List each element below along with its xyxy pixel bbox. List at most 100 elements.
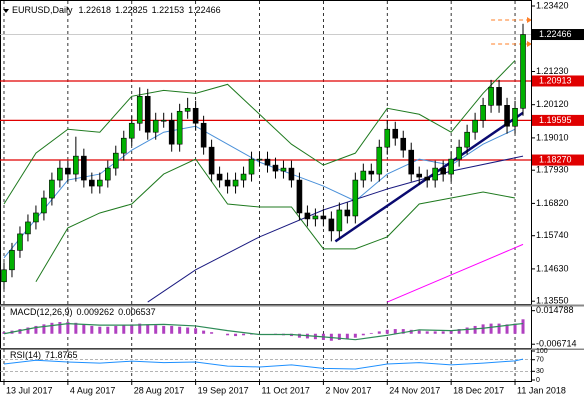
candle-body	[232, 179, 239, 187]
macd-bar	[34, 325, 38, 334]
header-value: 1.22825	[115, 5, 148, 15]
macd-bar	[226, 333, 230, 336]
y-tick-label: 1.15740	[536, 230, 569, 240]
y-tick-label: 100	[536, 348, 548, 355]
macd-bar	[202, 330, 206, 334]
candle-body	[440, 167, 446, 175]
candle-body	[65, 167, 71, 175]
y-tick-label: 1.14630	[536, 263, 569, 273]
candle-body	[160, 119, 167, 122]
candle-body	[49, 179, 55, 199]
candle-body	[320, 215, 327, 220]
candle-body	[296, 179, 303, 214]
candle-body	[368, 170, 375, 175]
macd-bar	[210, 332, 214, 334]
macd-bar	[58, 322, 62, 334]
candle-body	[336, 209, 343, 232]
candle-body	[272, 164, 279, 172]
y-tick-label: -0.006714	[536, 339, 577, 349]
last-price-label: 1.22466	[539, 29, 572, 39]
level-label-box	[532, 114, 584, 126]
menu-arrow	[3, 9, 9, 13]
indicator-header: MACD(12,26,9) 0.009262 0.006537	[10, 307, 156, 317]
separator	[0, 304, 584, 307]
candle-body	[73, 155, 79, 175]
macd-bar	[385, 329, 389, 334]
indicator-header: RSI(14) 71.8765	[10, 350, 78, 360]
macd-bar	[465, 327, 469, 334]
macd-bar	[26, 327, 30, 334]
macd-bar	[353, 333, 357, 338]
candle-body	[264, 158, 271, 166]
indicator-value: 0.009262	[77, 307, 115, 317]
candle-body	[192, 107, 199, 124]
macd-bar	[74, 322, 78, 334]
y-tick-label: 1.13550	[536, 296, 569, 306]
candle-body	[504, 104, 510, 127]
macd-bar	[377, 331, 381, 334]
macd-bar	[18, 329, 22, 334]
candle-body	[41, 197, 47, 214]
candle-body	[344, 209, 351, 217]
macd-bar	[138, 323, 142, 334]
candle-body	[288, 167, 295, 181]
macd-bar	[98, 326, 102, 334]
candle-body	[472, 119, 478, 133]
candle-body	[448, 158, 454, 175]
overlay-line	[3, 60, 516, 205]
signal-line	[3, 322, 524, 341]
candle-body	[25, 221, 31, 235]
candle-body	[376, 146, 383, 175]
y-tick-label: 1.21230	[536, 66, 569, 76]
rsi-area	[0, 358, 531, 372]
candle-body	[120, 137, 127, 154]
candle-body	[392, 128, 399, 139]
macd-bar	[122, 325, 126, 334]
candle-body	[416, 173, 423, 178]
candle-body	[240, 173, 247, 181]
candle-body	[496, 87, 502, 106]
macd-area	[2, 319, 525, 341]
level-label: 1.18270	[539, 154, 572, 164]
y-tick-label: 0	[536, 377, 540, 384]
candle-body	[224, 179, 231, 187]
overlay-line	[387, 243, 524, 303]
separator	[0, 348, 584, 350]
y-tick-label: 1.17930	[536, 165, 569, 175]
macd-bar	[513, 323, 517, 334]
macd-bar	[162, 325, 166, 334]
macd-bar	[393, 329, 397, 334]
indicator-value: 71.8765	[45, 350, 78, 360]
level-label-box	[532, 75, 584, 87]
last-price-box	[532, 29, 584, 41]
header-value: 1.22618	[79, 5, 112, 15]
macd-bar	[82, 324, 86, 334]
macd-bar	[194, 328, 198, 334]
candle-body	[1, 269, 7, 283]
candle-body	[57, 167, 63, 181]
macd-bar	[242, 333, 246, 336]
header-value: 1.22466	[188, 5, 221, 15]
candle-body	[9, 250, 15, 271]
macd-bar	[146, 324, 150, 334]
candle-body	[256, 158, 263, 161]
macd-bar	[505, 324, 509, 334]
candle-body	[97, 179, 103, 187]
macd-bar	[425, 331, 429, 334]
rsi-line	[3, 358, 524, 370]
candle-body	[208, 146, 215, 175]
plot-area	[0, 17, 531, 303]
y-tick-label: 1.16820	[536, 198, 569, 208]
macd-bar	[42, 324, 46, 334]
candle-body	[512, 107, 518, 127]
candle-body	[144, 96, 151, 133]
candle-body	[104, 167, 111, 181]
macd-bar	[441, 331, 445, 334]
candle-body	[17, 233, 23, 251]
chart-header: EURUSD,Daily 1.22618 1.22825 1.22153 1.22466	[12, 5, 221, 15]
y-tick-label: 30	[536, 368, 544, 375]
y-tick-label: 1.23420	[536, 0, 569, 10]
macd-bar	[106, 326, 110, 334]
candle-body	[216, 173, 223, 181]
x-tick-label: 2 Nov 2017	[325, 385, 371, 395]
